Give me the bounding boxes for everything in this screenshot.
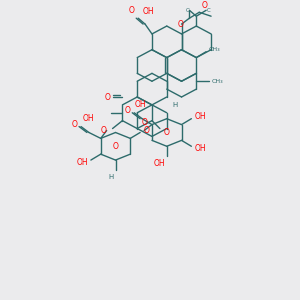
Text: O: O <box>112 142 118 151</box>
Text: H: H <box>108 174 113 180</box>
Text: O: O <box>144 126 150 135</box>
Text: O: O <box>71 120 77 129</box>
Text: CH₃: CH₃ <box>212 79 224 84</box>
Text: O: O <box>201 1 207 10</box>
Text: OH: OH <box>153 159 165 168</box>
Text: H: H <box>172 102 177 108</box>
Text: C: C <box>186 8 189 13</box>
Text: OH: OH <box>76 158 88 166</box>
Text: O: O <box>128 6 134 15</box>
Text: O: O <box>164 128 170 137</box>
Text: CH₃: CH₃ <box>209 47 221 52</box>
Text: C: C <box>206 8 210 13</box>
Text: OH: OH <box>194 112 206 121</box>
Text: O: O <box>141 118 147 127</box>
Text: OH: OH <box>134 100 146 109</box>
Text: O: O <box>178 20 184 28</box>
Text: OH: OH <box>83 114 95 123</box>
Text: O: O <box>101 126 106 135</box>
Text: OH: OH <box>194 144 206 153</box>
Text: O: O <box>105 92 111 101</box>
Text: OH: OH <box>142 7 154 16</box>
Text: O: O <box>124 106 130 115</box>
